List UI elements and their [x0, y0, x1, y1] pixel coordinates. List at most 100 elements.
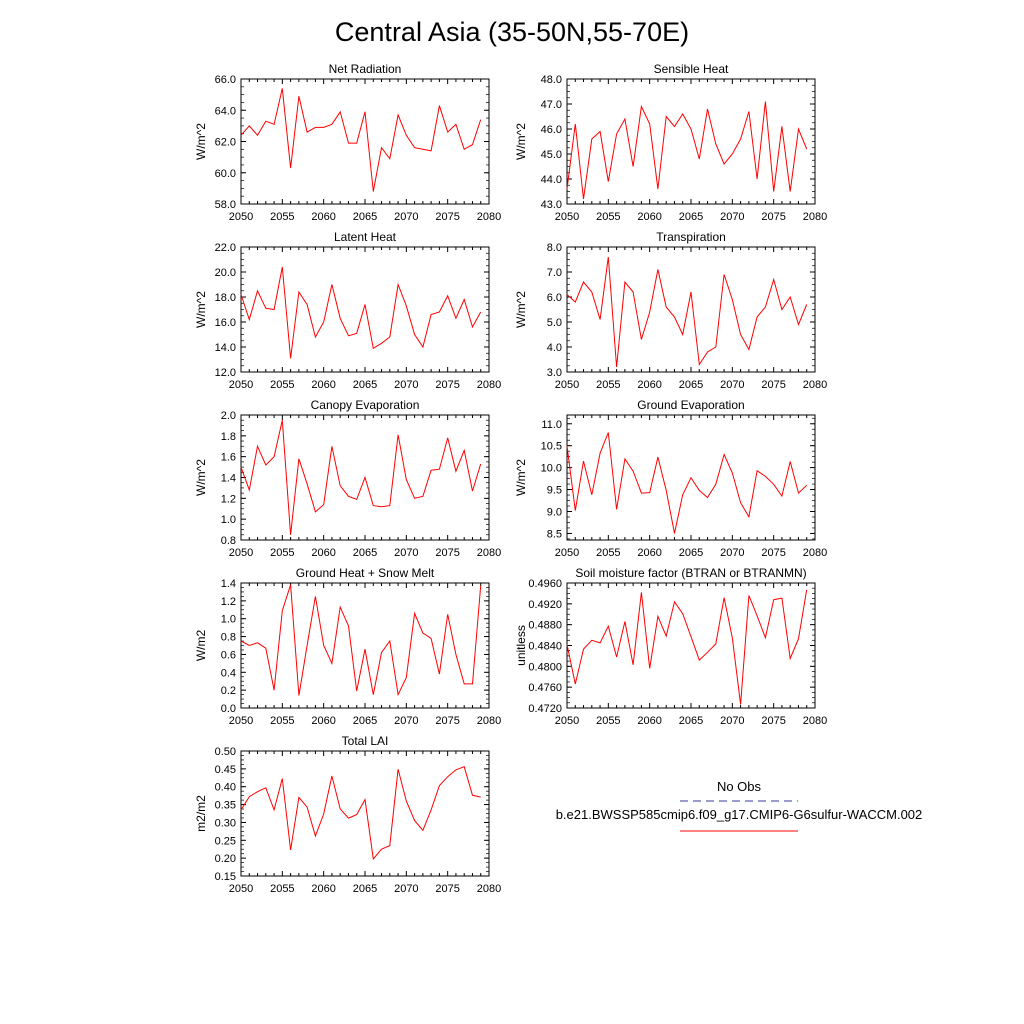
chart-panel: 2050 2055 2060 2065 2070 2075 2080 0.15 0.20 0.25… [194, 734, 501, 895]
y-tick-label: 0.45 [215, 764, 236, 776]
y-tick-label: 43.0 [541, 199, 562, 211]
x-tick-label: 2060 [637, 379, 661, 391]
x-tick-label: 2075 [761, 547, 785, 559]
x-tick-label: 2065 [353, 379, 377, 391]
x-tick-label: 2080 [477, 883, 501, 895]
y-tick-label: 1.2 [221, 596, 236, 608]
y-tick-label: 58.0 [215, 199, 236, 211]
y-axis-label: W/m^2 [194, 123, 208, 160]
x-tick-label: 2070 [720, 211, 744, 223]
y-tick-label: 8.0 [547, 242, 562, 254]
y-tick-label: 0.0 [221, 703, 236, 715]
y-tick-label: 0.4960 [528, 578, 562, 590]
chart-panel: 2050 2055 2060 2065 2070 2075 2080 43.0 44.0 45.0… [514, 62, 827, 223]
plot-frame [240, 246, 490, 373]
plot-frame [240, 750, 490, 877]
y-tick-label: 1.4 [221, 578, 236, 590]
x-tick-label: 2050 [229, 715, 253, 727]
y-tick-label: 0.4 [221, 667, 236, 679]
plot-frame [240, 78, 490, 205]
series-line [566, 101, 808, 200]
plot-frame [566, 246, 816, 373]
plot-frame [240, 582, 490, 709]
y-tick-label: 0.4720 [528, 703, 562, 715]
y-tick-label: 0.4840 [528, 641, 562, 653]
x-tick-label: 2080 [803, 715, 827, 727]
x-tick-label: 2055 [596, 211, 620, 223]
y-axis-label: W/m^2 [514, 459, 528, 496]
x-tick-label: 2075 [435, 547, 459, 559]
x-tick-label: 2075 [435, 883, 459, 895]
panel-title: Sensible Heat [654, 62, 729, 76]
y-tick-label: 0.2 [221, 685, 236, 697]
x-tick-label: 2070 [720, 547, 744, 559]
panels: 2050 2055 2060 2065 2070 2075 2080 58.0 60.0 62.0… [194, 62, 827, 895]
x-tick-label: 2075 [761, 379, 785, 391]
panel-title: Ground Heat + Snow Melt [296, 566, 435, 580]
y-tick-label: 1.0 [221, 514, 236, 526]
y-tick-label: 11.0 [541, 419, 562, 431]
x-tick-label: 2050 [555, 547, 579, 559]
x-tick-label: 2065 [679, 379, 703, 391]
x-tick-label: 2050 [229, 547, 253, 559]
y-tick-label: 64.0 [215, 105, 236, 117]
x-tick-label: 2060 [637, 715, 661, 727]
y-tick-label: 5.0 [547, 317, 562, 329]
x-tick-label: 2070 [394, 547, 418, 559]
y-tick-label: 1.4 [221, 473, 236, 485]
y-tick-label: 14.0 [215, 342, 236, 354]
y-tick-label: 10.0 [541, 463, 562, 475]
x-tick-label: 2075 [435, 379, 459, 391]
series-line [240, 266, 482, 359]
panel-title: Transpiration [656, 230, 726, 244]
y-tick-label: 44.0 [541, 174, 562, 186]
x-tick-label: 2050 [229, 379, 253, 391]
panel-title: Latent Heat [334, 230, 397, 244]
x-tick-label: 2070 [720, 715, 744, 727]
y-tick-label: 0.4880 [528, 620, 562, 632]
x-tick-label: 2080 [803, 211, 827, 223]
x-tick-label: 2060 [637, 547, 661, 559]
x-tick-label: 2065 [679, 715, 703, 727]
y-tick-label: 0.15 [215, 871, 236, 883]
plot-frame [566, 582, 816, 709]
y-tick-label: 4.0 [547, 342, 562, 354]
y-tick-label: 0.8 [221, 632, 236, 644]
series-line [566, 432, 808, 534]
x-tick-label: 2055 [596, 715, 620, 727]
y-tick-label: 47.0 [541, 99, 562, 111]
y-tick-label: 9.5 [547, 485, 562, 497]
panel-title: Total LAI [342, 734, 389, 748]
y-tick-label: 62.0 [215, 137, 236, 149]
chart-panel: 2050 2055 2060 2065 2070 2075 2080 12.0 14.0 16.0… [194, 230, 501, 391]
y-tick-label: 10.5 [541, 441, 562, 453]
y-tick-label: 45.0 [541, 149, 562, 161]
y-tick-label: 12.0 [215, 367, 236, 379]
x-tick-label: 2065 [679, 547, 703, 559]
y-axis-label: unitless [514, 625, 528, 666]
chart-panel: 2050 2055 2060 2065 2070 2075 2080 58.0 60.0 62.0… [194, 62, 501, 223]
y-tick-label: 46.0 [541, 124, 562, 136]
x-tick-label: 2070 [394, 715, 418, 727]
y-tick-label: 0.30 [215, 817, 236, 829]
x-tick-label: 2055 [270, 379, 294, 391]
y-tick-label: 0.6 [221, 649, 236, 661]
y-axis-label: W/m^2 [194, 291, 208, 328]
y-tick-label: 0.4800 [528, 661, 562, 673]
y-tick-label: 1.8 [221, 431, 236, 443]
x-tick-label: 2080 [477, 211, 501, 223]
panel-title: Ground Evaporation [637, 398, 744, 412]
y-axis-label: W/m^2 [514, 291, 528, 328]
x-tick-label: 2050 [555, 379, 579, 391]
series-line [240, 584, 482, 697]
plot-frame [566, 78, 816, 205]
y-tick-label: 60.0 [215, 168, 236, 180]
y-axis-label: W/m^2 [194, 459, 208, 496]
x-tick-label: 2055 [270, 715, 294, 727]
x-tick-label: 2075 [761, 211, 785, 223]
y-tick-label: 66.0 [215, 74, 236, 86]
y-tick-label: 0.50 [215, 746, 236, 758]
y-axis-label: W/m2 [194, 630, 208, 662]
series-line [240, 766, 481, 861]
